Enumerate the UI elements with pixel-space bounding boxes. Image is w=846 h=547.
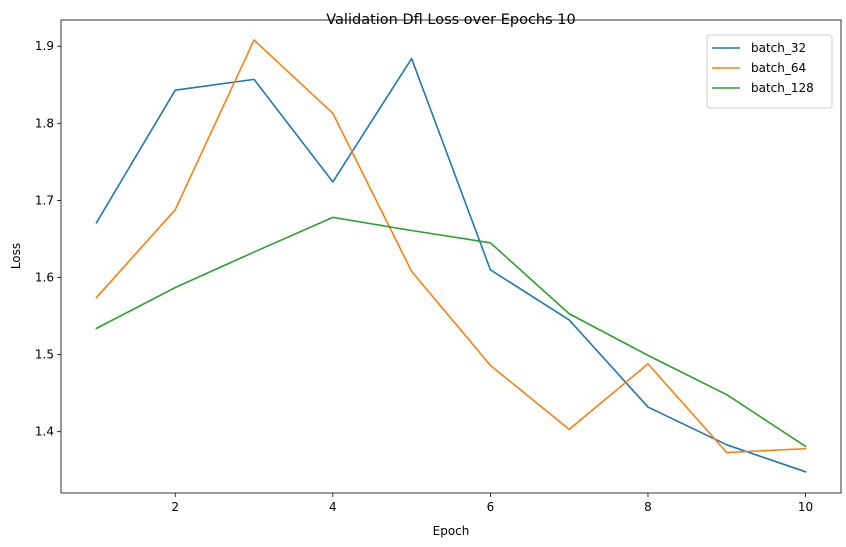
x-axis-label: Epoch	[433, 524, 470, 538]
y-tick-label: 1.6	[35, 271, 54, 285]
y-axis-label: Loss	[9, 243, 23, 269]
x-tick-label: 2	[171, 500, 179, 514]
series-line-batch-32	[95, 57, 807, 473]
x-tick-label: 6	[487, 500, 495, 514]
series-line-batch-64	[95, 39, 807, 454]
y-tick-label: 1.5	[35, 348, 54, 362]
x-tick-label: 4	[329, 500, 337, 514]
plot-lines	[95, 39, 807, 473]
series-line-batch-128	[95, 216, 807, 448]
legend-label: batch_128	[751, 81, 814, 95]
y-tick-label: 1.4	[35, 425, 54, 439]
plot-area-frame	[60, 19, 842, 494]
legend-box	[706, 34, 833, 109]
y-tick-label: 1.8	[35, 116, 54, 130]
y-tick-label: 1.7	[35, 193, 54, 207]
y-axis: 1.4 1.5 1.6 1.7 1.8 1.9	[35, 39, 61, 439]
legend: batch_32 batch_64 batch_128	[706, 34, 833, 109]
legend-label: batch_32	[751, 41, 806, 55]
x-tick-label: 8	[644, 500, 652, 514]
legend-label: batch_64	[751, 61, 806, 75]
x-tick-label: 10	[798, 500, 813, 514]
x-axis: 2 4 6 8 10	[171, 493, 813, 514]
y-tick-label: 1.9	[35, 39, 54, 53]
